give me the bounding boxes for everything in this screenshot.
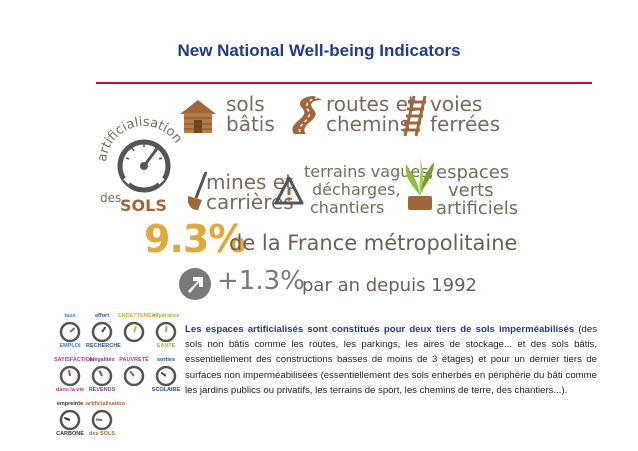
indicator-gauge-bottom-label: SCOLAIRE (151, 387, 181, 393)
indicator-gauge: SATISFACTION dans la vie (54, 357, 94, 399)
house-icon (180, 100, 216, 133)
description-lead: Les espaces artificialisés sont constitu… (185, 324, 575, 335)
item-sols-line1: sols (226, 92, 265, 116)
percent-text: de la France métropolitaine (229, 231, 518, 255)
indicator-gauge-bottom-label: dans la vie (55, 387, 85, 393)
indicator-gauge-bottom-label: des SOLS (89, 431, 115, 437)
indicator-gauge-bottom-label: CARBONE (56, 431, 84, 437)
item-routes-line2: chemins (326, 112, 411, 136)
gauge-icon (91, 365, 113, 386)
indicator-gauge-top-label: effort (94, 313, 110, 319)
title-divider (96, 82, 592, 84)
indicator-gauge-top-label: PAUVRETÉ (119, 357, 149, 363)
description-paragraph: Les espaces artificialisés sont constitu… (185, 322, 597, 398)
percent-value: 9.3% (144, 217, 246, 261)
plant-icon (405, 158, 434, 210)
indicator-gauge: sorties SCOLAIRE (150, 357, 182, 399)
gauge-icon (123, 365, 145, 386)
gauge-title-des: des (100, 191, 122, 205)
growth-value: +1.3% (217, 266, 305, 296)
item-espaces-line2: verts (448, 180, 494, 201)
road-icon (292, 96, 322, 134)
gauge-icon (91, 409, 113, 430)
gauge-title-top: artificialisation (96, 115, 185, 163)
shovel-icon (188, 171, 208, 210)
item-terrains-line3: chantiers (310, 198, 385, 217)
item-mines-line2: carrières (206, 190, 294, 214)
gauge-icon (91, 321, 113, 342)
page-title: New National Well-being Indicators (177, 41, 461, 60)
indicator-gauges: taux EMPLOI effort RECHERCHE ENDETTEMENT espé… (54, 313, 184, 441)
gauge-icon (155, 365, 177, 386)
indicator-gauge-bottom-label: EMPLOI (59, 343, 81, 349)
indicator-gauge: inégalités REVENUS (86, 357, 118, 399)
item-sols-line2: bâtis (226, 112, 275, 136)
indicator-gauge-bottom-label: RECHERCHE (86, 343, 121, 349)
item-voies-line1: voies (430, 92, 483, 116)
indicator-gauge-top-label: SATISFACTION (54, 357, 94, 363)
item-espaces-line3: artificiels (436, 198, 519, 219)
indicator-gauge: artificialisation des SOLS (86, 401, 125, 443)
gauge-icon (155, 321, 177, 342)
indicator-gauge: espérance SANTÉ (150, 313, 182, 355)
indicator-gauge: empreinte CARBONE (54, 401, 86, 443)
speedometer-icon: artificialisation (96, 115, 185, 193)
indicator-gauge-top-label: sorties (156, 357, 176, 363)
indicator-gauge: taux EMPLOI (54, 313, 86, 355)
infographic: artificialisation des SOLS sols bâtis ro… (96, 86, 592, 305)
indicator-gauge-top-label: empreinte (56, 401, 84, 407)
indicator-gauge-bottom-label: REVENUS (88, 387, 116, 393)
gauge-icon (59, 409, 81, 430)
gauge-title-sols: SOLS (120, 196, 167, 215)
railway-icon (403, 95, 427, 137)
gauge-icon (59, 321, 81, 342)
gauge-icon (123, 321, 145, 342)
item-voies-line2: ferrées (430, 112, 501, 136)
indicator-gauge: PAUVRETÉ (118, 357, 150, 399)
item-terrains-line1: terrains vagues, (304, 162, 434, 181)
indicator-gauge: ENDETTEMENT (118, 313, 160, 355)
indicator-gauge: effort RECHERCHE (86, 313, 121, 355)
indicator-gauge-top-label: artificialisation (86, 401, 125, 407)
warning-icon (274, 176, 304, 205)
item-terrains-line2: décharges, (312, 180, 401, 199)
indicator-gauge-top-label: ENDETTEMENT (118, 313, 160, 319)
indicator-gauge-top-label: espérance (152, 313, 180, 319)
item-espaces-line1: espaces (436, 162, 510, 183)
item-mines-line1: mines et (206, 170, 293, 194)
indicator-gauge-bottom-label: SANTÉ (156, 343, 176, 349)
indicator-gauge-top-label: taux (64, 313, 76, 319)
description-rest: (des sols non bâtis comme les routes, le… (185, 324, 597, 396)
arrow-up-right-icon (179, 268, 211, 300)
gauge-icon (59, 365, 81, 386)
item-routes-line1: routes et (326, 92, 416, 116)
svg-text:artificialisation: artificialisation (96, 115, 185, 163)
growth-text: par an depuis 1992 (302, 275, 477, 296)
indicator-gauge-top-label: inégalités (89, 357, 115, 363)
